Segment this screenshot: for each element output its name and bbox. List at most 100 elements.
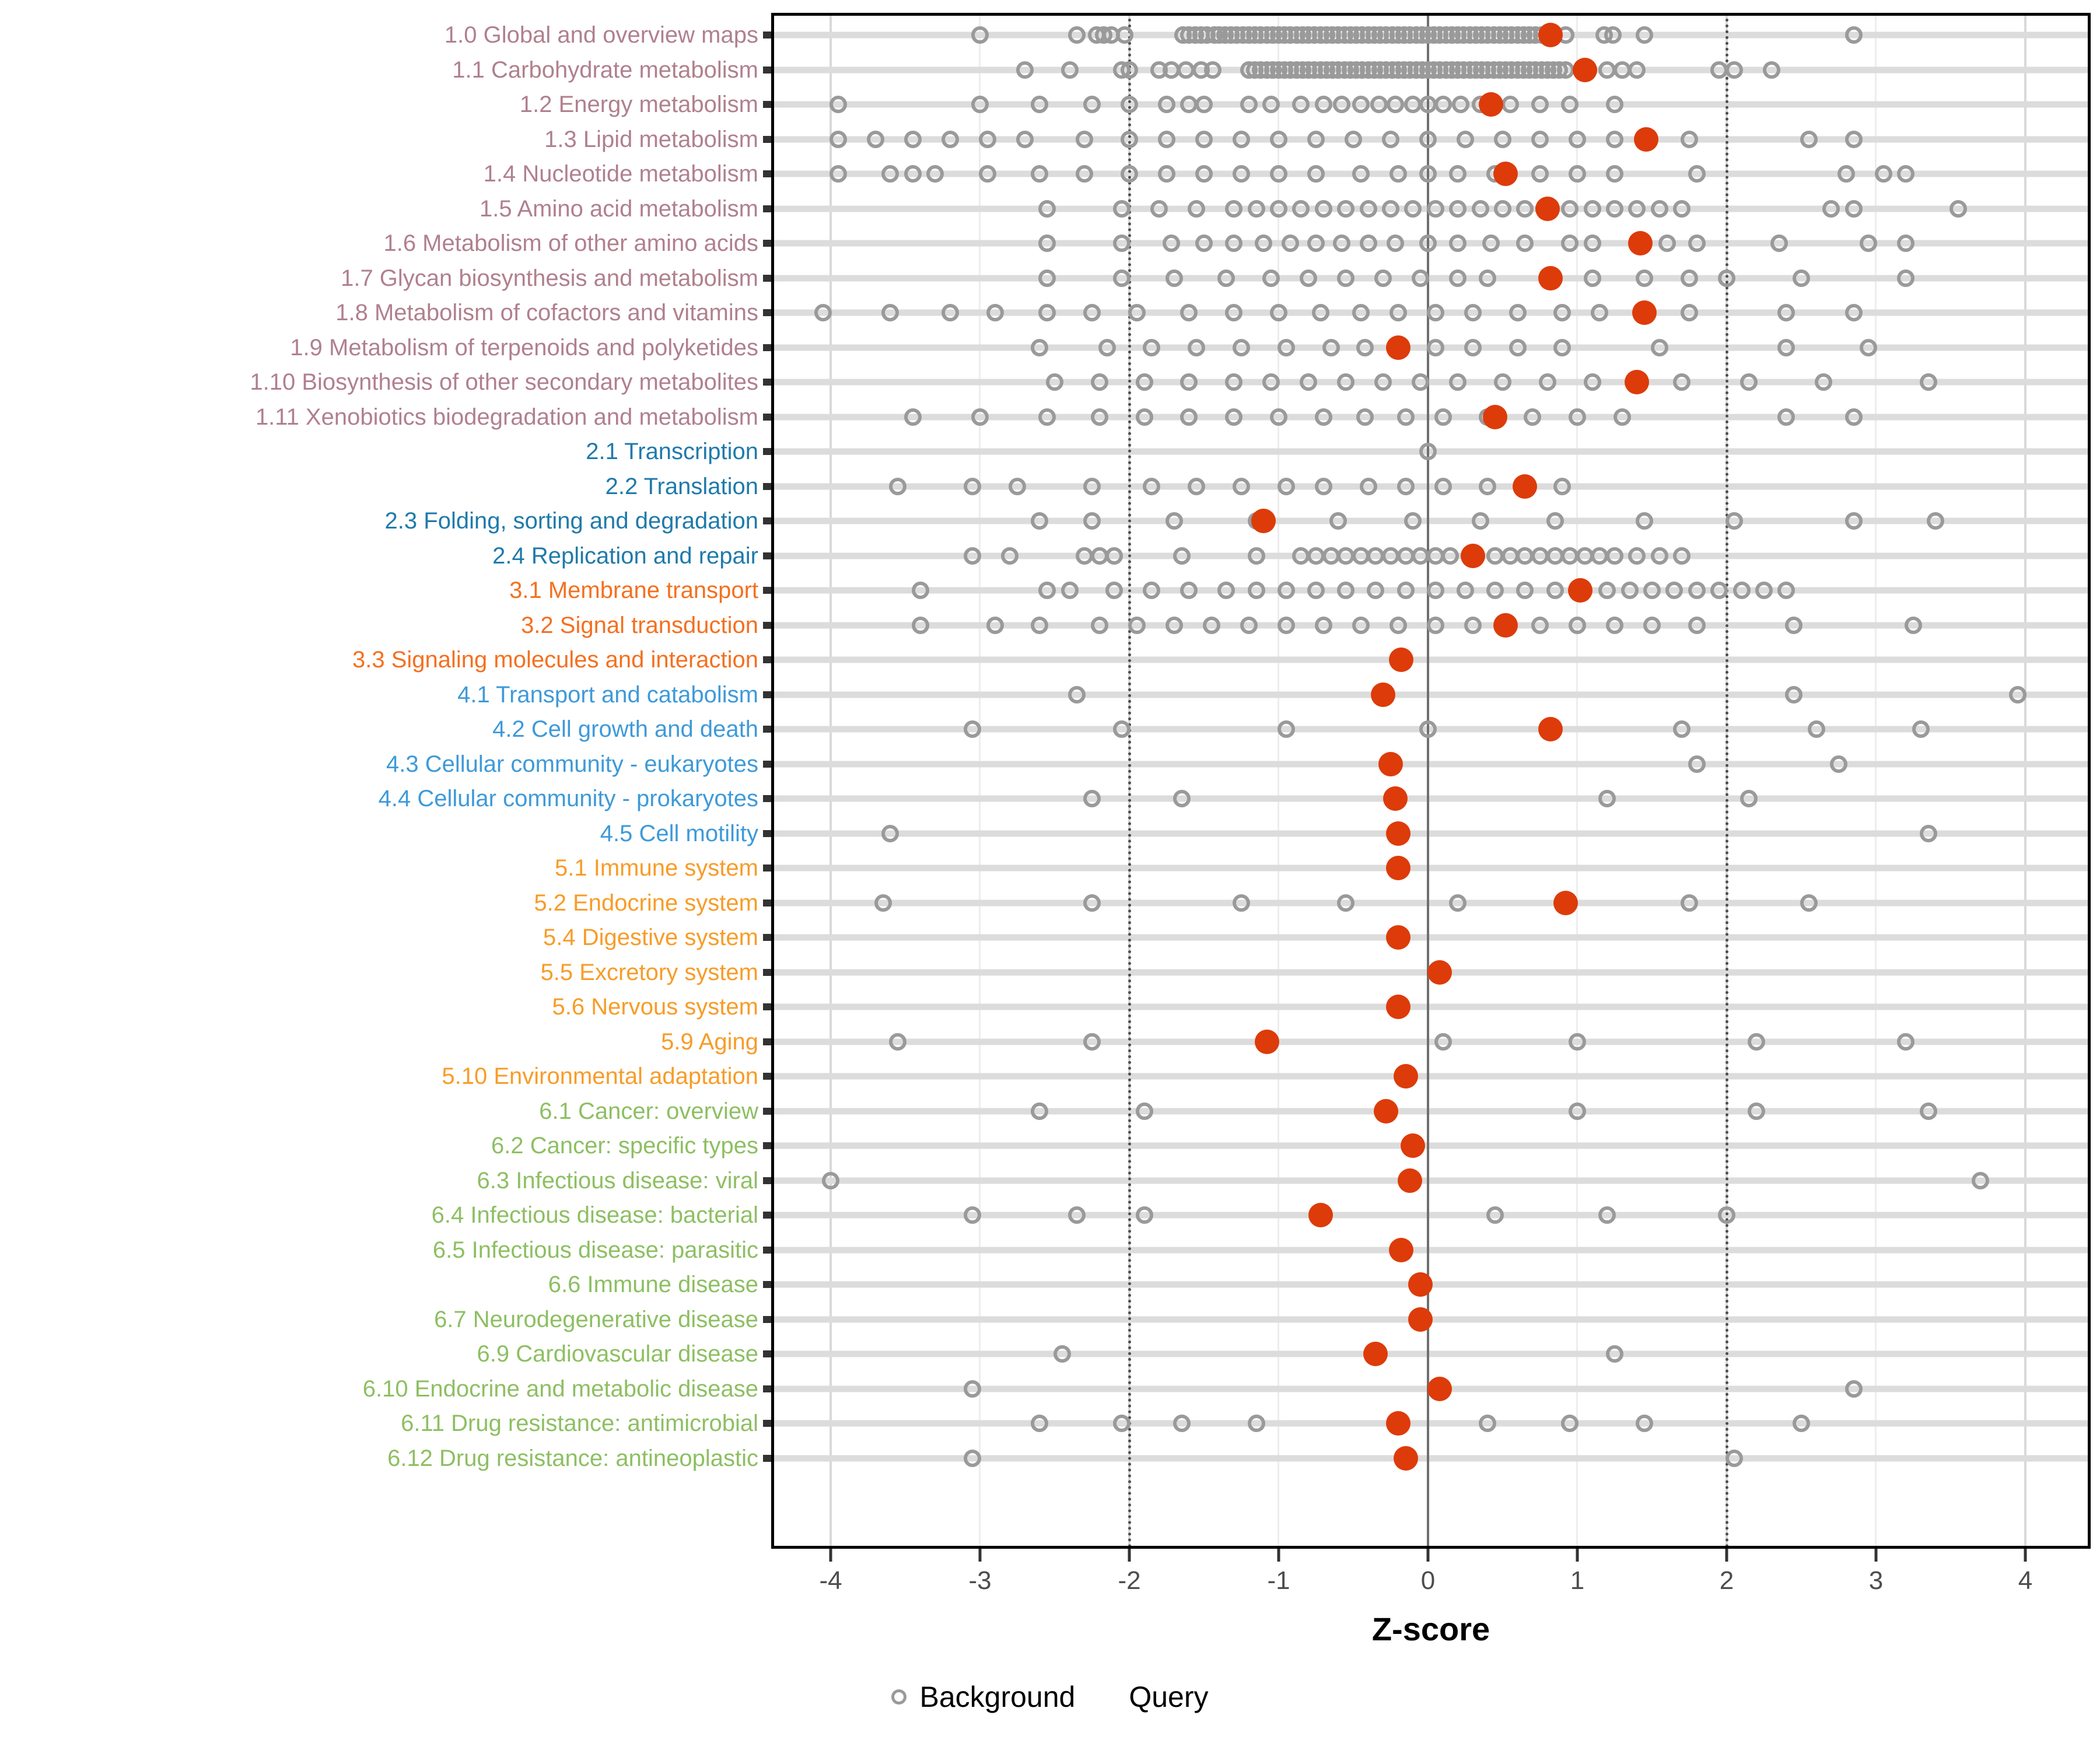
background-point bbox=[1419, 130, 1437, 148]
background-point bbox=[1001, 547, 1019, 565]
query-point bbox=[1427, 1376, 1452, 1401]
y-axis-tick bbox=[763, 621, 771, 629]
background-point bbox=[1569, 1102, 1586, 1120]
background-point bbox=[1860, 338, 1878, 356]
query-point bbox=[1632, 300, 1657, 325]
background-point bbox=[1553, 338, 1572, 356]
x-axis-tick-label: 0 bbox=[1420, 1566, 1436, 1595]
y-axis-tick bbox=[763, 552, 771, 559]
background-point bbox=[1038, 269, 1056, 287]
background-point bbox=[1016, 61, 1034, 79]
query-point bbox=[1625, 370, 1650, 394]
background-point bbox=[1553, 477, 1572, 495]
background-point bbox=[1860, 235, 1878, 252]
background-point bbox=[1815, 373, 1833, 391]
background-point bbox=[1725, 61, 1743, 79]
background-point bbox=[1367, 582, 1385, 599]
background-point bbox=[1919, 824, 1937, 842]
background-point bbox=[964, 547, 982, 565]
background-point bbox=[1785, 616, 1803, 634]
background-point bbox=[1449, 200, 1467, 218]
row-gridline bbox=[771, 1420, 2091, 1427]
row-gridline bbox=[771, 1455, 2091, 1461]
y-axis-tick bbox=[763, 1454, 771, 1462]
background-point bbox=[1650, 338, 1668, 356]
background-point bbox=[1247, 1415, 1265, 1432]
background-point bbox=[1105, 582, 1124, 599]
row-gridline bbox=[771, 864, 2091, 872]
background-point bbox=[1195, 96, 1213, 113]
background-point bbox=[1464, 304, 1482, 321]
query-point bbox=[1628, 231, 1653, 256]
background-point bbox=[1277, 582, 1295, 599]
y-axis-label: 2.2 Translation bbox=[605, 473, 758, 499]
background-point bbox=[1083, 512, 1101, 530]
background-point bbox=[1225, 235, 1243, 252]
query-point bbox=[1568, 578, 1593, 603]
background-point bbox=[1083, 477, 1101, 495]
y-axis-label: 1.1 Carbohydrate metabolism bbox=[452, 57, 758, 83]
background-point bbox=[1038, 200, 1056, 218]
y-axis-label: 1.11 Xenobiotics biodegradation and meta… bbox=[255, 404, 758, 430]
query-point bbox=[1378, 751, 1403, 776]
background-point bbox=[1076, 130, 1094, 148]
background-point bbox=[1449, 235, 1467, 252]
y-axis-label: 3.3 Signaling molecules and interaction bbox=[352, 647, 758, 673]
background-point bbox=[1162, 235, 1180, 252]
y-axis-label: 5.9 Aging bbox=[661, 1028, 758, 1055]
background-point bbox=[1180, 373, 1198, 391]
y-axis-tick bbox=[763, 691, 771, 698]
background-point bbox=[1090, 616, 1108, 634]
background-point bbox=[1143, 338, 1161, 356]
background-point bbox=[1307, 130, 1325, 148]
background-point bbox=[866, 130, 884, 148]
background-point bbox=[1247, 200, 1265, 218]
y-axis-label: 6.5 Infectious disease: parasitic bbox=[432, 1237, 758, 1263]
background-point bbox=[1494, 373, 1511, 391]
y-axis-tick bbox=[763, 726, 771, 733]
background-point bbox=[1732, 582, 1751, 599]
background-point bbox=[1486, 582, 1504, 599]
background-point bbox=[964, 477, 982, 495]
y-axis-tick bbox=[763, 517, 771, 524]
background-point bbox=[1897, 235, 1915, 252]
background-point bbox=[1464, 616, 1482, 634]
background-point bbox=[1314, 96, 1332, 113]
y-axis-tick bbox=[763, 344, 771, 351]
row-gridline bbox=[771, 1247, 2091, 1253]
y-axis-label: 5.2 Endocrine system bbox=[534, 890, 758, 916]
background-point bbox=[1135, 1206, 1153, 1224]
background-point bbox=[1688, 755, 1706, 773]
background-point bbox=[1777, 338, 1796, 356]
y-axis-tick bbox=[763, 760, 771, 768]
background-point bbox=[1516, 200, 1534, 218]
y-axis-tick bbox=[763, 1246, 771, 1254]
query-point bbox=[1538, 717, 1563, 741]
background-point bbox=[1128, 616, 1146, 634]
query-point bbox=[1493, 612, 1518, 638]
background-point bbox=[1845, 408, 1863, 426]
row-gridline bbox=[771, 1003, 2091, 1010]
background-point bbox=[1494, 130, 1511, 148]
background-point bbox=[1031, 616, 1049, 634]
x-axis-tick bbox=[978, 1549, 982, 1562]
background-point bbox=[1598, 790, 1616, 807]
background-point bbox=[1419, 165, 1437, 183]
y-axis-label: 3.2 Signal transduction bbox=[521, 612, 758, 638]
background-point bbox=[1337, 894, 1355, 912]
background-point bbox=[1396, 408, 1415, 426]
y-axis-label: 2.4 Replication and repair bbox=[492, 542, 758, 569]
legend-item-query: Query bbox=[1095, 1680, 1208, 1714]
background-point bbox=[1449, 894, 1467, 912]
y-axis-label: 1.10 Biosynthesis of other secondary met… bbox=[250, 369, 758, 395]
query-point bbox=[1535, 196, 1560, 221]
background-point bbox=[1083, 790, 1101, 807]
background-point bbox=[814, 304, 832, 321]
background-point bbox=[1777, 582, 1796, 599]
query-point bbox=[1385, 925, 1410, 950]
background-point bbox=[1412, 373, 1430, 391]
background-point bbox=[1688, 165, 1706, 183]
background-point bbox=[1247, 547, 1265, 565]
background-point bbox=[881, 165, 900, 183]
background-point bbox=[1471, 512, 1489, 530]
